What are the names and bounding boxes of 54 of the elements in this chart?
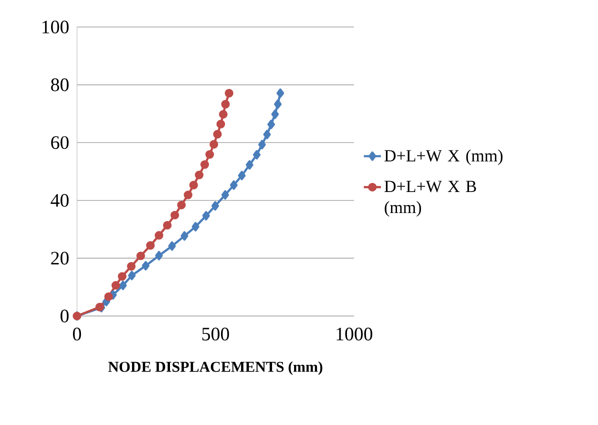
point [170,210,180,220]
y-tick-label: 100 [42,20,69,34]
point [177,200,186,210]
point [211,201,220,211]
y-tick-label: 60 [51,136,69,150]
point [163,220,172,230]
x-axis-title: NODE DISPLACEMENTS (mm) [108,361,322,375]
legend-label: D+L+W X (mm) [384,150,503,165]
point [189,180,198,190]
point [202,211,210,220]
point [205,150,214,159]
point [263,130,271,140]
x-tick-label: 0 [72,328,82,340]
point [118,272,126,281]
y-tick-label: 20 [51,252,69,265]
point [155,250,163,260]
point [119,280,127,290]
point [142,261,150,270]
point [168,241,176,251]
point [230,180,238,190]
point [246,160,254,170]
point [184,190,192,200]
point [224,88,234,98]
point [128,270,136,280]
x-tick-label: 1000 [336,328,372,340]
point [194,170,204,180]
x-tick-label: 500 [202,328,230,340]
point [271,110,279,119]
point [111,281,120,290]
point [267,120,275,130]
point [154,231,164,240]
point [218,110,228,119]
legend-label: D+L+W X B (mm) [384,180,476,217]
point [221,190,229,200]
point [216,120,226,128]
point [210,140,218,149]
y-tick-label: 40 [50,194,69,207]
point [252,150,261,160]
y-tick-label: 80 [51,78,69,92]
point [276,88,284,98]
point [180,231,188,241]
point [221,100,230,108]
point [104,292,113,301]
y-tick-label: 0 [60,310,69,322]
point [126,262,136,271]
point [146,241,155,250]
point [274,99,282,109]
point [192,222,200,232]
point [200,160,209,169]
point [213,130,222,139]
point [238,170,246,180]
point [136,252,146,260]
point [258,140,266,150]
point [95,302,104,312]
